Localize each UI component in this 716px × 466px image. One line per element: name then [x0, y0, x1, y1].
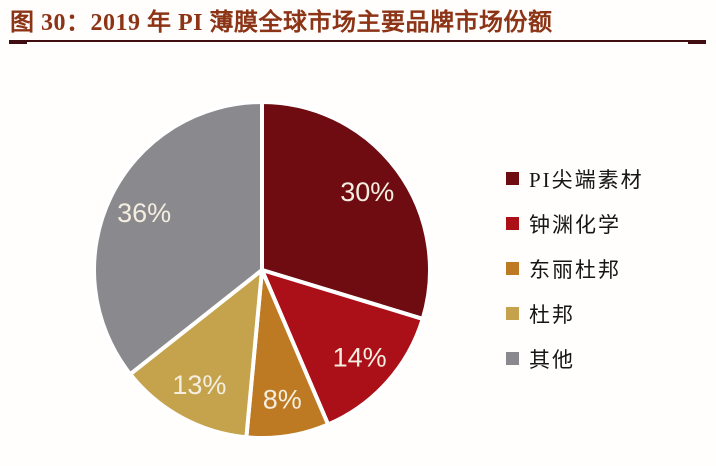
legend-item-PI尖端素材: PI尖端素材	[506, 156, 644, 201]
pie-label-钟渊化学: 14%	[333, 343, 387, 373]
pie-slice-杜邦	[128, 268, 264, 440]
legend-label: 杜邦	[529, 302, 575, 327]
pie-label-PI尖端素材: 30%	[340, 177, 394, 207]
legend-swatch-icon	[506, 307, 519, 320]
legend-label: 东丽杜邦	[529, 257, 621, 282]
pie-label-东丽杜邦: 8%	[263, 385, 302, 415]
pie-label-其他: 36%	[117, 198, 171, 228]
legend-swatch-icon	[506, 352, 519, 365]
legend-label: PI尖端素材	[529, 167, 644, 192]
pie-slice-钟渊化学	[260, 268, 425, 427]
chart-legend: PI尖端素材 钟渊化学东丽杜邦杜邦其他	[506, 156, 644, 381]
legend-swatch-icon	[506, 172, 519, 185]
pie-slice-PI尖端素材	[260, 100, 432, 321]
legend-label: 其他	[529, 347, 575, 372]
legend-item-其他: 其他	[506, 336, 644, 381]
pie-label-杜邦: 13%	[172, 370, 226, 400]
legend-item-钟渊化学: 钟渊化学	[506, 201, 644, 246]
legend-item-杜邦: 杜邦	[506, 291, 644, 336]
pie-slice-其他	[92, 100, 264, 377]
pie-percent-labels: 30% 14% 8% 13% 36%	[117, 177, 394, 415]
legend-swatch-icon	[506, 217, 519, 230]
legend-item-东丽杜邦: 东丽杜邦	[506, 246, 644, 291]
figure-title: 图 30：2019 年 PI 薄膜全球市场主要品牌市场份额	[10, 10, 553, 36]
legend-swatch-icon	[506, 262, 519, 275]
title-divider	[9, 40, 706, 44]
pie-slices	[92, 100, 432, 440]
legend-label: 钟渊化学	[529, 212, 621, 237]
